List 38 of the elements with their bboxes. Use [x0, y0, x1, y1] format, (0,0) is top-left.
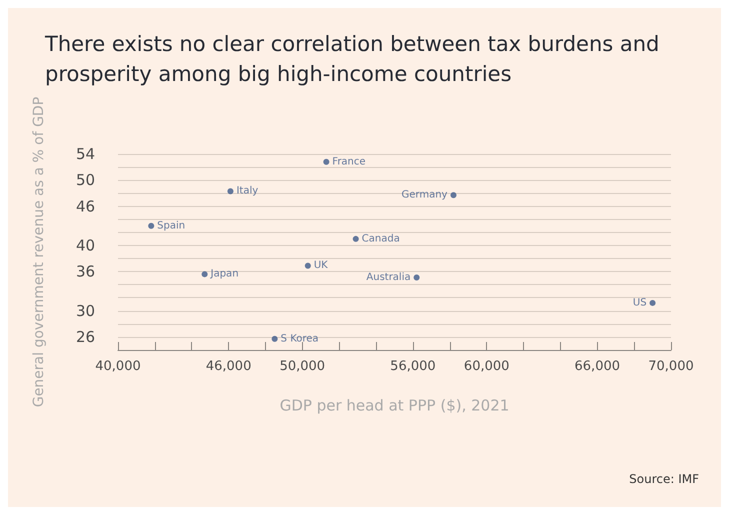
x-tick-label: 56,000: [390, 359, 436, 374]
source-note: Source: IMF: [629, 472, 700, 486]
series-label: Australia: [366, 272, 411, 283]
point: [272, 336, 278, 342]
series-label: Canada: [362, 233, 400, 244]
x-tick-label: 70,000: [648, 359, 694, 374]
point: [227, 188, 234, 194]
x-axis-title: GDP per head at PPP ($), 2021: [280, 396, 510, 414]
point: [414, 274, 420, 280]
point: [650, 300, 656, 306]
y-tick-label: 40: [76, 236, 96, 254]
series-label: S Korea: [280, 333, 319, 344]
point: [304, 262, 311, 269]
x-tick-label: 60,000: [464, 359, 510, 374]
series-label: UK: [314, 260, 328, 272]
y-tick-label: 30: [76, 302, 96, 320]
point: [352, 236, 359, 242]
x-tick-label: 40,000: [95, 359, 141, 374]
y-tick-label: 26: [76, 328, 96, 346]
series-label: US: [632, 297, 647, 308]
y-tick-label: 46: [76, 197, 96, 216]
point: [323, 158, 330, 165]
y-tick-label: 36: [76, 262, 96, 281]
series-label: Italy: [236, 186, 258, 197]
chart-title: There exists no clear correlation between tax burdens and prosperity among big high-income countries: [44, 32, 666, 86]
y-axis-title: General government revenue as a % of GDP: [31, 96, 47, 408]
point: [202, 271, 208, 278]
series-label: France: [332, 156, 366, 168]
y-tick-label: 54: [76, 145, 96, 163]
x-tick-label: 50,000: [280, 359, 326, 374]
series-label: Japan: [210, 268, 239, 280]
series-label: Germany: [402, 190, 448, 201]
point: [450, 192, 456, 198]
point: [148, 222, 154, 229]
x-tick-label: 66,000: [574, 359, 620, 374]
series-label: Spain: [157, 220, 186, 232]
y-tick-label: 50: [76, 171, 96, 190]
x-tick-label: 46,000: [206, 359, 252, 374]
